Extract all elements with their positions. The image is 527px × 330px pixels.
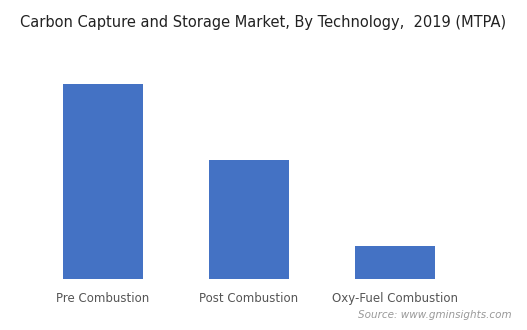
Bar	[63, 84, 143, 279]
Title: Carbon Capture and Storage Market, By Technology,  2019 (MTPA): Carbon Capture and Storage Market, By Te…	[21, 15, 506, 30]
Text: Source: www.gminsights.com: Source: www.gminsights.com	[357, 310, 511, 320]
Bar	[209, 160, 289, 279]
Bar	[355, 246, 435, 279]
